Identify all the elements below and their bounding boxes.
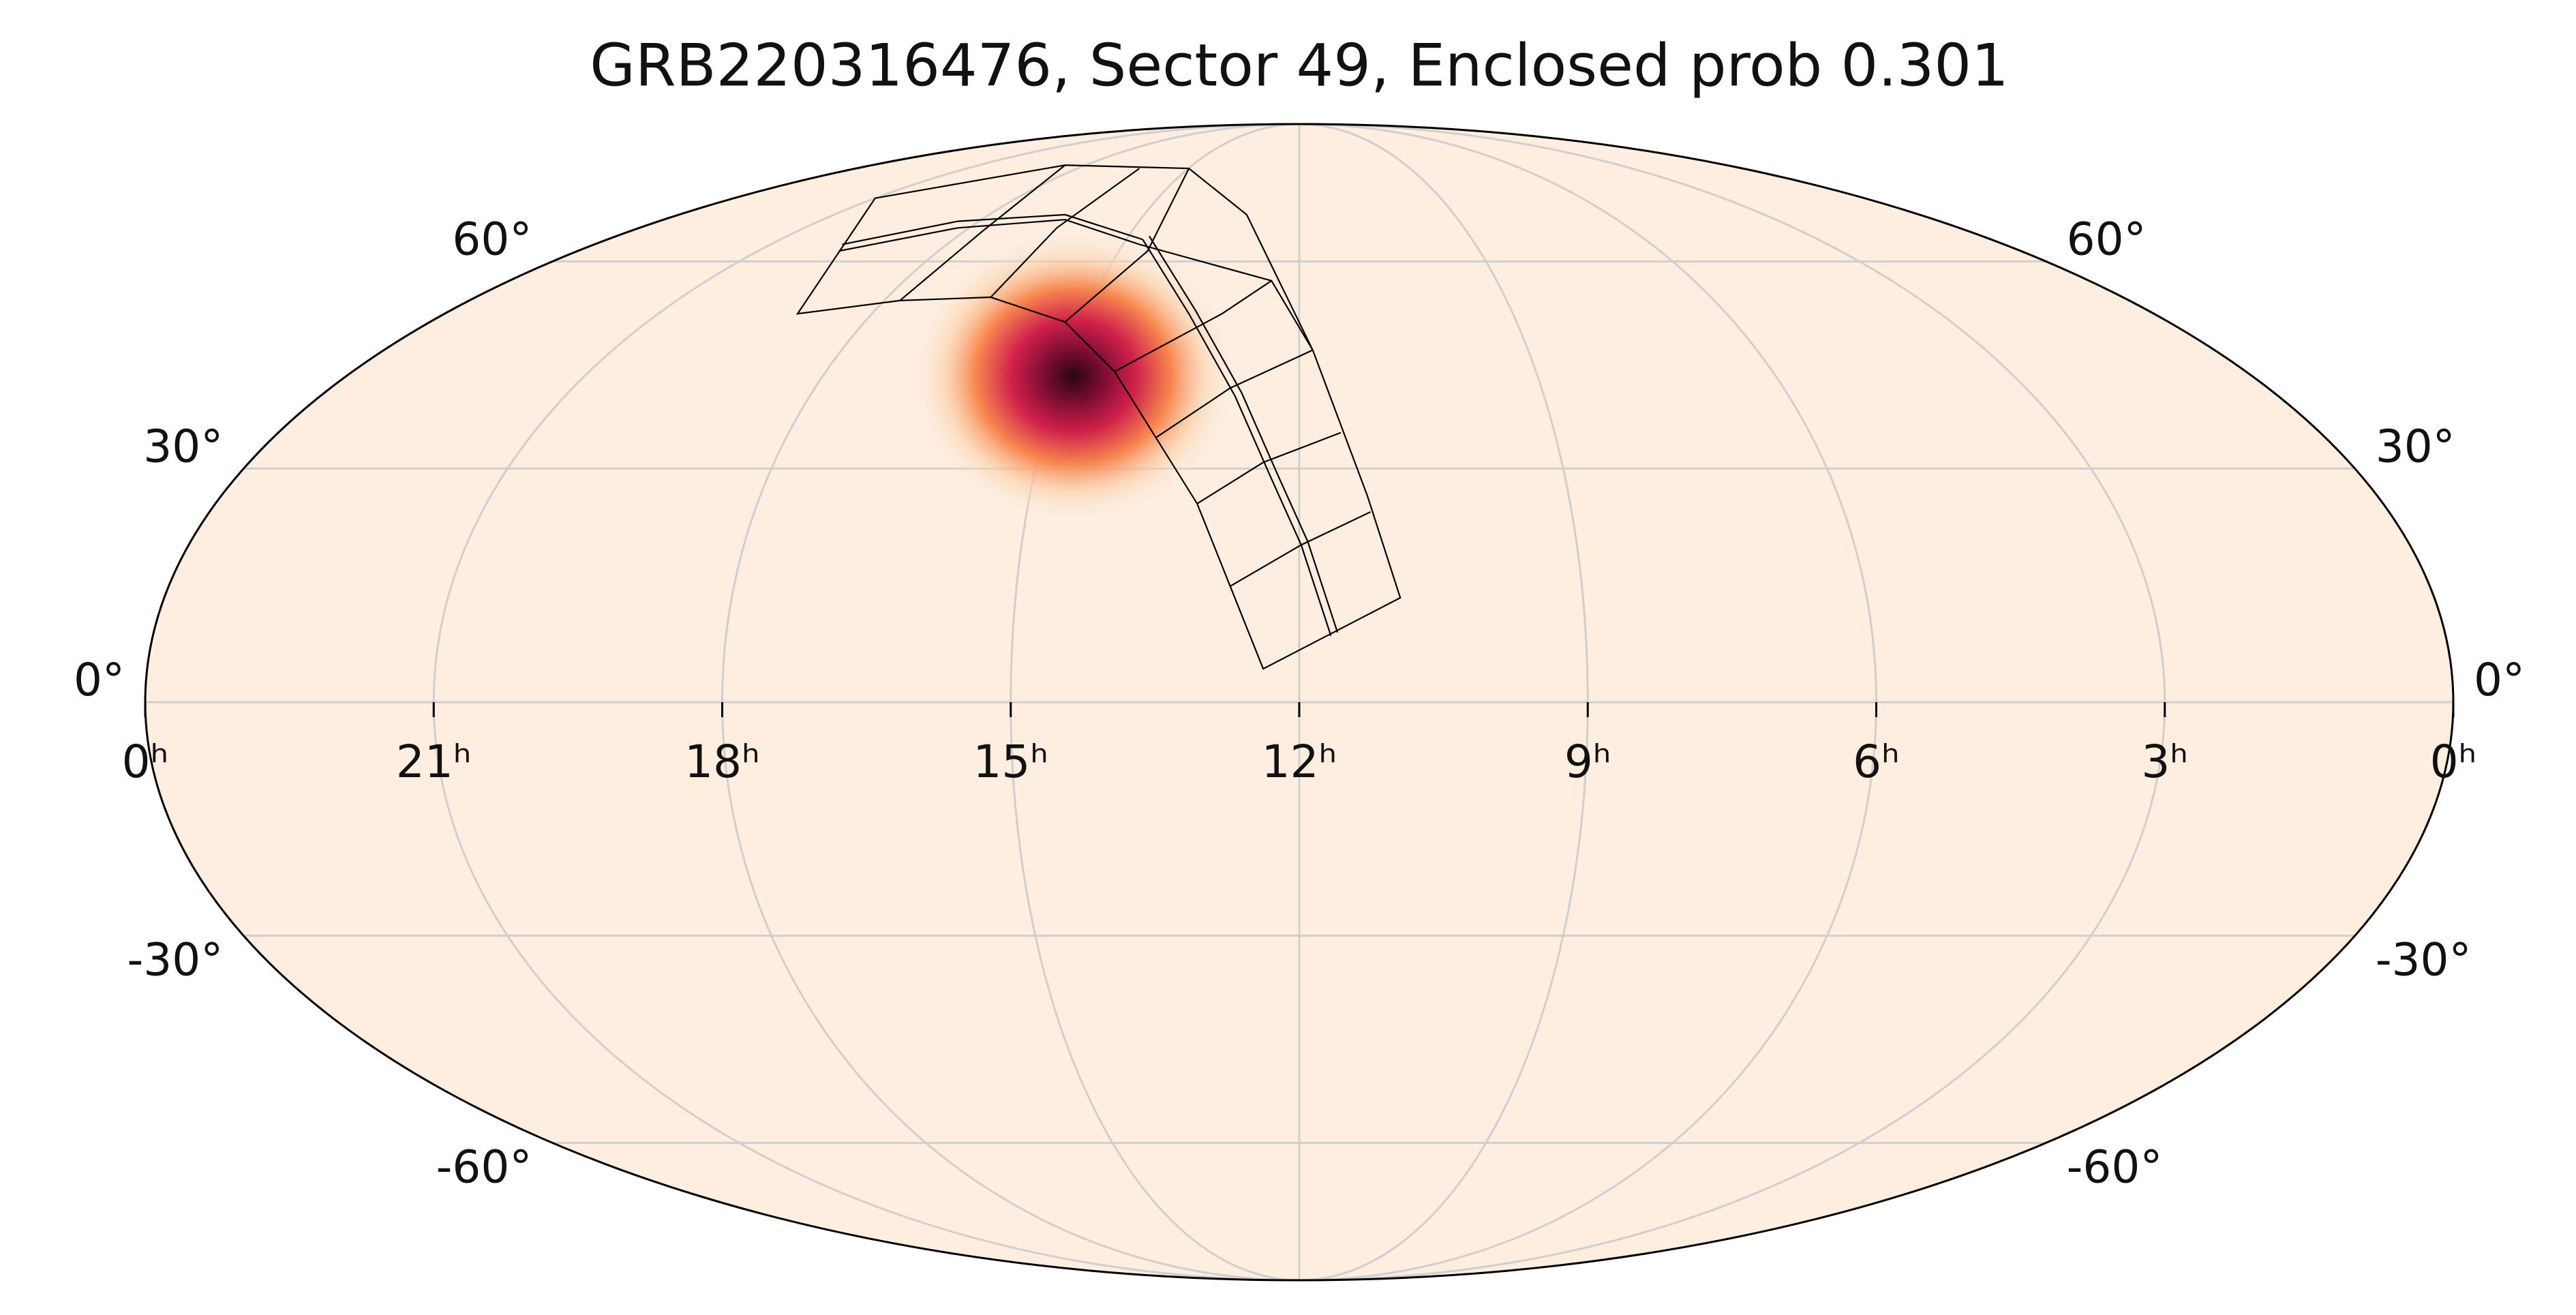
x-tick-label: 0ʰ — [122, 736, 169, 788]
footprint-line — [842, 213, 1143, 245]
footprint-line — [1149, 235, 1339, 633]
y-tick-label: 60° — [452, 213, 532, 266]
footprint-line — [899, 164, 1066, 301]
x-tick-label: 6ʰ — [1853, 736, 1900, 788]
y-tick-label: -30° — [2376, 934, 2472, 986]
footprint-outline — [795, 164, 1401, 670]
x-tick-label: 9ʰ — [1564, 736, 1611, 788]
y-tick-label: -60° — [2067, 1141, 2163, 1194]
x-tick-label: 12ʰ — [1262, 736, 1337, 788]
x-tick-label: 3ʰ — [2141, 736, 2188, 788]
y-tick-label: 0° — [2474, 654, 2525, 706]
tess-footprint — [795, 164, 1401, 670]
y-tick-label: -30° — [127, 934, 223, 986]
y-tick-label: 30° — [143, 420, 223, 472]
footprint-line — [1064, 168, 1190, 323]
footprint-line — [1196, 432, 1342, 504]
footprint-line — [990, 168, 1140, 298]
y-tick-label: 30° — [2376, 420, 2455, 472]
y-tick-label: 0° — [74, 654, 125, 706]
x-tick-label: 21ʰ — [396, 736, 472, 788]
x-tick-label: 15ʰ — [973, 736, 1048, 788]
probability-hotspot — [910, 230, 1237, 523]
x-tick-label: 0ʰ — [2430, 736, 2477, 788]
y-tick-label: -60° — [436, 1141, 532, 1194]
x-tick-label: 18ʰ — [684, 736, 760, 788]
chart-title: GRB220316476, Sector 49, Enclosed prob 0… — [590, 31, 2009, 100]
footprint-line — [1114, 279, 1272, 372]
footprint-line — [838, 219, 1314, 351]
footprint-line — [1142, 239, 1332, 636]
y-tick-label: 60° — [2067, 213, 2147, 266]
